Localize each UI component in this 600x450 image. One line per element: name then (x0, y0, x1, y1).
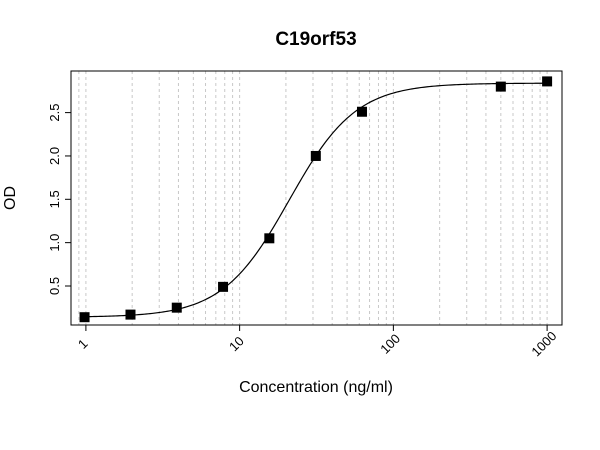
y-tick-label: 1.5 (47, 190, 62, 208)
x-axis: 1 10 100 1000 (75, 324, 559, 359)
x-tick-label: 1000 (528, 328, 559, 359)
data-point (542, 76, 553, 87)
data-point (264, 233, 275, 244)
fit-curve-layer (84, 82, 548, 318)
x-tick-label: 100 (377, 331, 403, 357)
data-point (171, 302, 182, 313)
data-point (356, 106, 367, 117)
x-tick-label: 10 (226, 333, 247, 354)
data-point (310, 150, 321, 161)
x-axis-label: Concentration (ng/ml) (239, 379, 393, 396)
plot-frame (70, 70, 563, 326)
fit-curve (84, 82, 548, 318)
data-point (495, 81, 506, 92)
data-point (79, 312, 90, 323)
chart-title: C19orf53 (275, 29, 356, 50)
y-tick-label: 2.5 (47, 104, 62, 122)
y-tick-label: 2.0 (47, 147, 62, 165)
data-point (218, 281, 229, 292)
x-tick-label: 1 (75, 336, 91, 352)
data-points (79, 76, 553, 323)
y-tick-label: 0.5 (47, 277, 62, 295)
data-point (125, 309, 136, 320)
y-axis: 0.5 1.0 1.5 2.0 2.5 (47, 104, 72, 295)
y-tick-label: 1.0 (47, 234, 62, 252)
y-axis-label: OD (2, 186, 19, 210)
grid-lines (70, 71, 548, 325)
